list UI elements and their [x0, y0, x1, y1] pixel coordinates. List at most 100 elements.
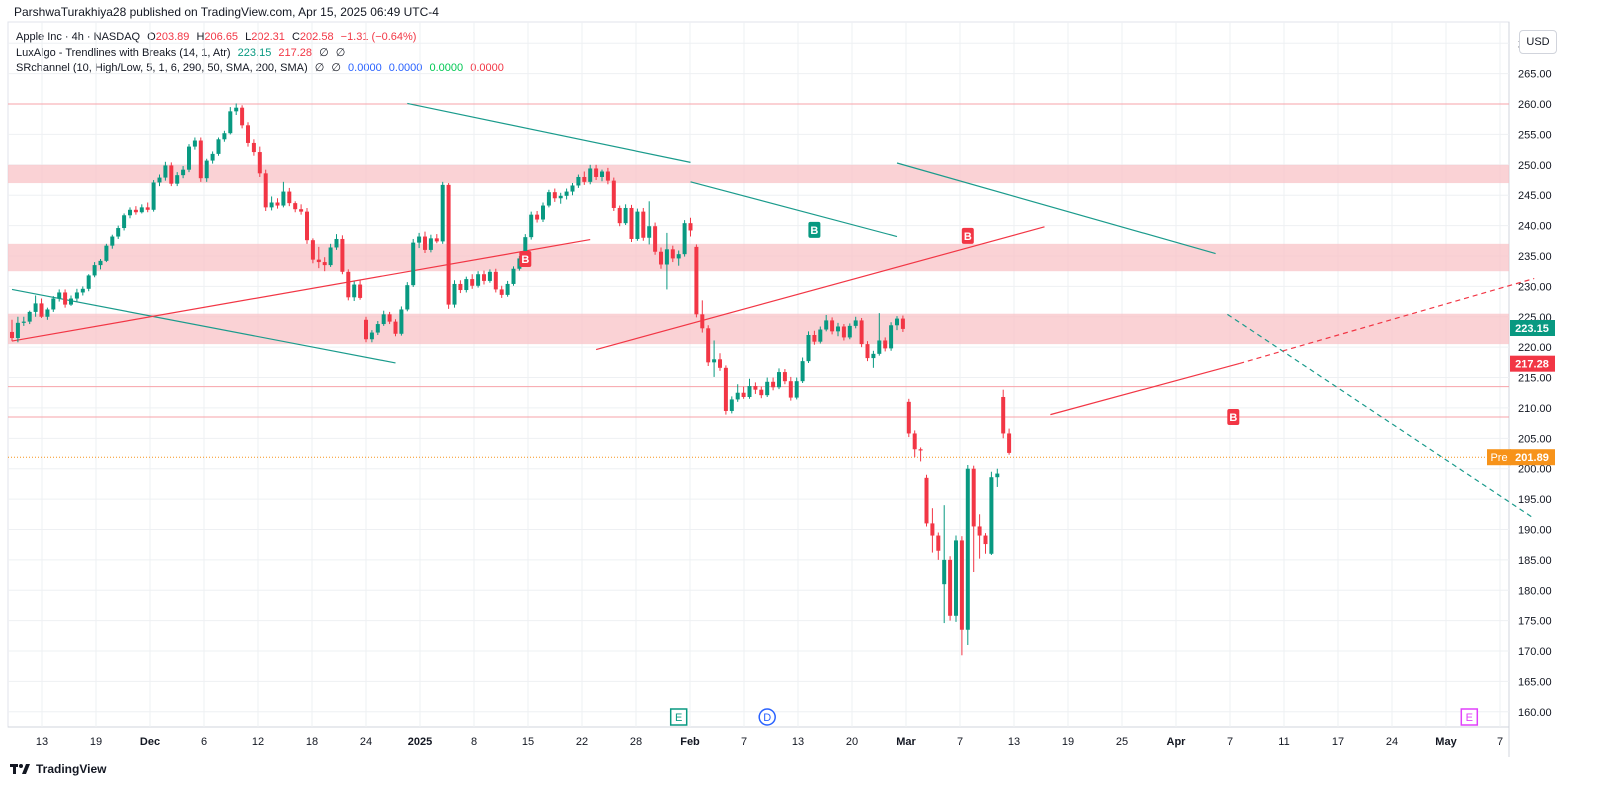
candle-body: [594, 168, 599, 177]
y-tick-label: 165.00: [1518, 676, 1552, 688]
candle-body: [688, 223, 693, 231]
candle-body: [98, 260, 103, 266]
candle-body: [995, 473, 1000, 478]
trendline-support: [11, 238, 591, 342]
x-tick-label: 7: [957, 736, 963, 748]
x-tick-label: 18: [306, 736, 318, 748]
indicator-value: ∅: [314, 62, 325, 74]
candle-body: [192, 140, 197, 147]
candle-body: [39, 303, 44, 317]
candle-body: [222, 133, 227, 140]
break-marker-badge: [961, 227, 974, 244]
x-tick-label: 19: [1062, 736, 1074, 748]
candle-body: [128, 209, 132, 216]
candle-body: [971, 468, 976, 527]
x-tick-label: 19: [90, 736, 102, 748]
candle-body: [900, 318, 905, 329]
candle-body: [133, 209, 138, 213]
event-marker-label: E: [1466, 712, 1473, 724]
x-tick-label: 7: [1227, 736, 1233, 748]
legend-indicator-srchannel[interactable]: SRchannel (10, High/Low, 5, 1, 6, 290, 5…: [16, 61, 508, 77]
x-tick-label: 6: [201, 736, 207, 748]
ohlc-low: L202.31: [245, 31, 285, 43]
candle-body: [57, 292, 62, 299]
candle-body: [670, 249, 675, 259]
candle-body: [812, 334, 817, 342]
trendline-resistance: [690, 181, 898, 238]
candle-body: [80, 288, 85, 293]
candle-body: [381, 314, 386, 325]
y-tick-label: 235.00: [1518, 251, 1552, 263]
candle-body: [983, 535, 988, 545]
symbol-name[interactable]: Apple Inc · 4h · NASDAQ: [16, 31, 141, 43]
indicator-name[interactable]: SRchannel (10, High/Low, 5, 1, 6, 290, 5…: [16, 62, 308, 74]
candle-body: [482, 274, 486, 281]
low-label: L: [245, 31, 252, 43]
x-tick-label: 20: [846, 736, 858, 748]
y-tick-label: 195.00: [1518, 494, 1552, 506]
candle-body: [163, 165, 168, 178]
legend-symbol-row[interactable]: Apple Inc · 4h · NASDAQ O203.89 H206.65 …: [16, 30, 508, 46]
candle-body: [794, 381, 799, 398]
x-tick-label: 24: [360, 736, 372, 748]
indicator-value: ∅: [319, 46, 329, 59]
candle-body: [977, 526, 982, 536]
candle-body: [51, 298, 56, 310]
candle-body: [1007, 433, 1012, 453]
legend-indicator-luxalgo[interactable]: LuxAlgo - Trendlines with Breaks (14, 1,…: [16, 46, 508, 62]
close-value: 202.58: [299, 31, 334, 43]
candle-body: [86, 275, 91, 289]
candle-body: [635, 211, 640, 239]
event-marker-label: E: [675, 712, 682, 724]
candle-body: [865, 344, 870, 359]
candle-body: [198, 140, 203, 179]
candle-body: [358, 284, 363, 298]
indicator-value: 223.15: [237, 46, 272, 59]
candle-body: [788, 381, 793, 398]
dividend-marker-icon: [758, 708, 776, 726]
candle-body: [629, 207, 634, 239]
x-tick-label: 7: [1497, 736, 1503, 748]
candle-body: [204, 160, 209, 179]
candle-body: [145, 207, 150, 210]
break-marker-label: B: [964, 231, 972, 243]
high-label: H: [196, 31, 205, 43]
y-tick-label: 215.00: [1518, 373, 1552, 385]
price-scale-label: [1510, 320, 1555, 337]
candle-body: [27, 311, 32, 322]
candle-body: [712, 359, 717, 363]
candle-body: [605, 171, 610, 181]
candle-body: [558, 195, 563, 199]
premarket-tag-label: Pre: [1490, 452, 1507, 464]
x-tick-label: 28: [630, 736, 642, 748]
indicator-name[interactable]: LuxAlgo - Trendlines with Breaks (14, 1,…: [16, 46, 231, 59]
candle-body: [818, 329, 823, 342]
price-scale-value: 217.28: [1515, 359, 1549, 371]
candle-body: [1001, 396, 1006, 434]
indicator-value: ∅: [335, 46, 346, 59]
candle-body: [942, 559, 947, 585]
x-tick-label: 12: [252, 736, 264, 748]
candle-body: [470, 279, 475, 286]
candle-body: [747, 386, 752, 397]
candle-body: [965, 468, 970, 630]
y-tick-label: 220.00: [1518, 342, 1552, 354]
price-scale-value: 201.89: [1515, 452, 1549, 464]
candle-body: [210, 153, 215, 161]
candle-body: [375, 324, 380, 333]
y-tick-label: 265.00: [1518, 69, 1552, 81]
candle-body: [487, 271, 492, 281]
candle-body: [434, 238, 439, 242]
candle-body: [187, 146, 191, 170]
candle-body: [830, 320, 835, 332]
price-scale-label: [1510, 449, 1555, 466]
candle-body: [824, 320, 829, 330]
candle-body: [387, 314, 392, 322]
trendline-support: [595, 226, 1045, 351]
currency-button[interactable]: USD: [1519, 30, 1557, 54]
y-tick-label: 180.00: [1518, 585, 1552, 597]
indicator-value: 0.0000: [348, 62, 382, 74]
candle-body: [883, 340, 888, 349]
candle-body: [623, 207, 628, 224]
